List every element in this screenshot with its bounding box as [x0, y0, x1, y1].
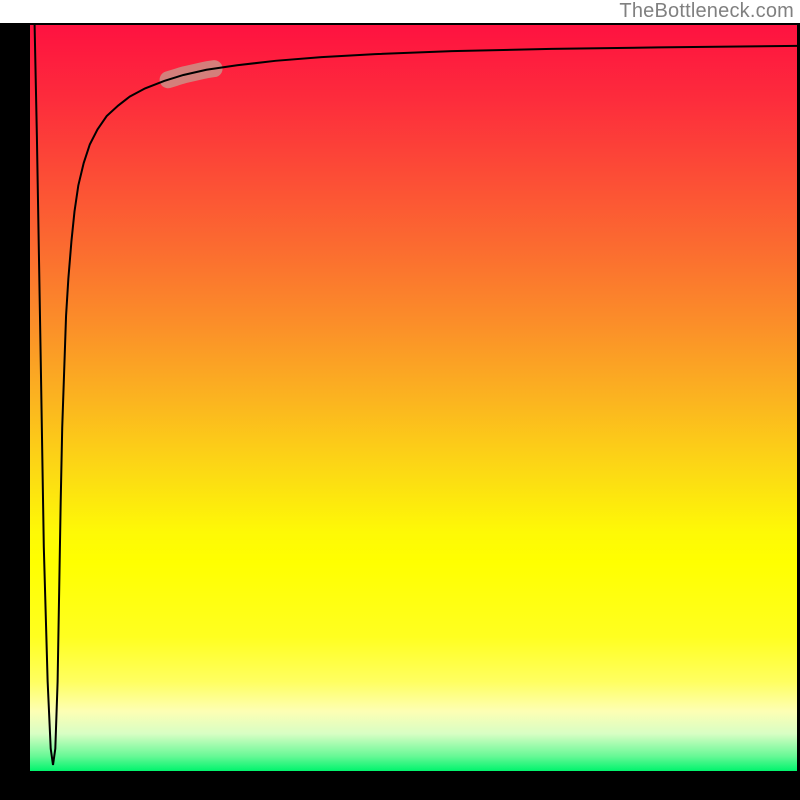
bottleneck-chart: [0, 0, 800, 800]
gradient-background: [30, 25, 797, 771]
frame-bottom: [0, 771, 800, 800]
chart-container: TheBottleneck.com: [0, 0, 800, 800]
frame-left: [0, 23, 30, 800]
plot-area: [30, 25, 797, 771]
watermark-text: TheBottleneck.com: [619, 0, 794, 23]
frame-top: [0, 23, 800, 25]
